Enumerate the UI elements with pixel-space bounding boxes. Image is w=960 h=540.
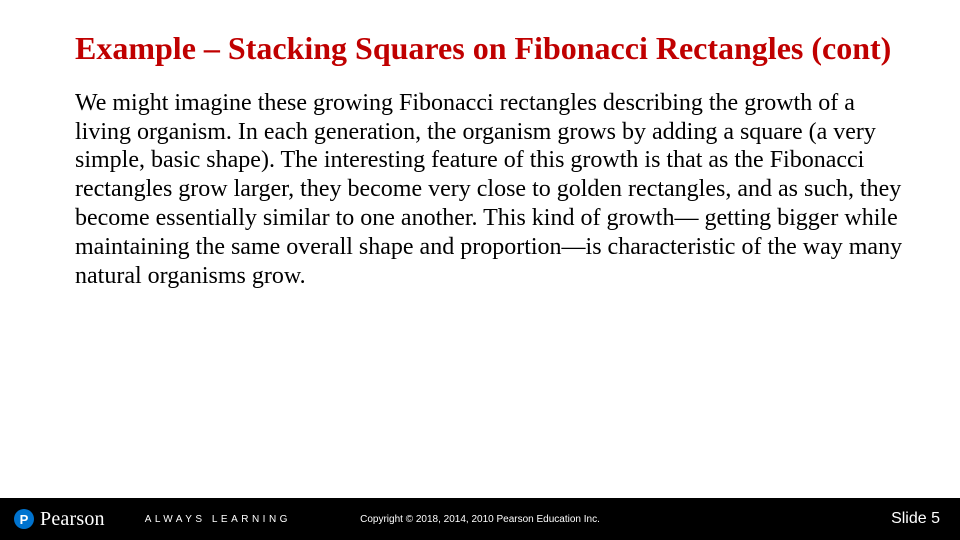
slide: Example – Stacking Squares on Fibonacci … bbox=[0, 0, 960, 540]
content-area: Example – Stacking Squares on Fibonacci … bbox=[75, 30, 910, 290]
slide-title: Example – Stacking Squares on Fibonacci … bbox=[75, 30, 910, 67]
brand-name: Pearson bbox=[40, 508, 105, 531]
slide-body: We might imagine these growing Fibonacci… bbox=[75, 89, 910, 291]
brand-tagline: ALWAYS LEARNING bbox=[145, 514, 291, 525]
pearson-logo-icon: P bbox=[14, 509, 34, 529]
brand-logo: P Pearson bbox=[14, 508, 105, 531]
slide-number: Slide 5 bbox=[891, 510, 940, 528]
footer-bar: P Pearson ALWAYS LEARNING Copyright © 20… bbox=[0, 498, 960, 540]
copyright-text: Copyright © 2018, 2014, 2010 Pearson Edu… bbox=[360, 514, 600, 525]
